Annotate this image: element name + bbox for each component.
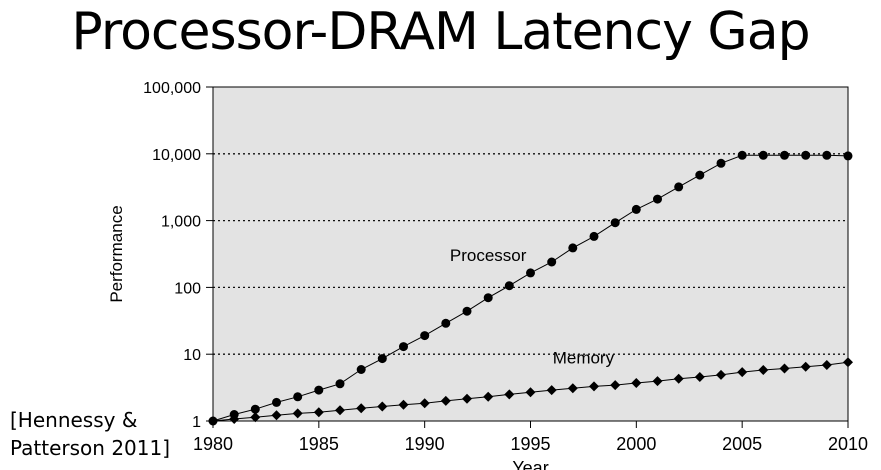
memory-point — [673, 373, 684, 384]
citation-line-1: [Hennessy & — [10, 408, 138, 432]
plot-frame — [212, 86, 849, 422]
x-tick-label: 1995 — [510, 434, 550, 454]
memory-point — [589, 381, 599, 392]
processor-point — [441, 318, 451, 328]
memory-point — [398, 399, 409, 410]
processor-point — [462, 306, 472, 316]
processor-point — [780, 150, 789, 160]
processor-point — [695, 170, 705, 180]
processor-point — [716, 158, 726, 168]
x-tick-label: 1980 — [193, 434, 233, 454]
processor-point — [758, 150, 768, 160]
processor-point — [631, 204, 641, 214]
x-axis-label: Year — [512, 458, 548, 470]
plot-area — [213, 87, 848, 421]
y-tick-label: 10,000 — [152, 147, 201, 164]
memory-point — [546, 385, 557, 396]
citation: [Hennessy & Patterson 2011] — [10, 406, 170, 462]
memory-point — [652, 376, 663, 387]
citation-line-2: Patterson 2011] — [10, 436, 171, 460]
processor-point — [822, 150, 832, 160]
x-tick-label: 2000 — [616, 434, 656, 454]
x-tick-label: 2010 — [828, 434, 868, 454]
processor-point — [399, 342, 408, 352]
memory-point — [631, 378, 642, 388]
memory-point — [483, 391, 494, 402]
processor-point — [526, 268, 535, 278]
processor-point — [293, 392, 303, 402]
memory-point — [313, 407, 324, 418]
memory-point — [716, 369, 726, 380]
memory-point — [525, 387, 536, 398]
memory-point — [610, 380, 621, 391]
processor-point — [653, 194, 662, 204]
memory-point — [292, 408, 303, 419]
memory-point — [462, 393, 472, 404]
processor-point — [674, 182, 684, 192]
memory-point — [694, 372, 705, 382]
processor-point — [420, 331, 430, 341]
memory-point — [377, 401, 388, 412]
y-axis-label: Performance — [107, 205, 126, 302]
memory-point — [356, 403, 367, 414]
processor-point — [272, 397, 281, 407]
processor-point — [377, 354, 387, 364]
processor-point — [610, 218, 620, 228]
processor-series-label: Processor — [450, 246, 527, 265]
processor-point — [589, 231, 599, 241]
memory-point — [271, 410, 282, 421]
x-tick-label: 1990 — [405, 434, 445, 454]
processor-point — [335, 379, 345, 389]
memory-point — [567, 383, 578, 394]
grid-lines — [213, 153, 848, 355]
memory-point — [419, 398, 430, 409]
processor-point — [314, 385, 324, 395]
processor-point — [250, 404, 260, 414]
memory-point — [821, 360, 832, 370]
memory-point — [229, 414, 240, 424]
y-tick-label: 100,000 — [143, 80, 201, 97]
memory-point — [779, 363, 790, 374]
processor-point — [568, 243, 578, 253]
memory-point — [758, 365, 769, 375]
y-tick-label: 100 — [174, 280, 201, 297]
memory-point — [843, 357, 853, 368]
processor-point — [547, 257, 557, 267]
labels: 1 10 100 1,000 10,000 100,000 1980 1985 1990 1995… — [107, 80, 868, 470]
processor-point — [843, 151, 853, 161]
processor-point — [737, 150, 747, 160]
memory-point — [250, 412, 261, 423]
memory-point — [335, 405, 345, 416]
memory-point — [737, 367, 748, 378]
y-tick-label: 10 — [183, 347, 201, 364]
memory-series-label: Memory — [553, 348, 615, 367]
memory-point — [504, 389, 515, 400]
data-series — [208, 150, 853, 426]
y-tick-label: 1 — [192, 414, 201, 431]
processor-point — [504, 281, 514, 291]
processor-point — [356, 365, 366, 374]
processor-point — [483, 293, 493, 303]
y-tick-label: 1,000 — [161, 214, 201, 231]
x-tick-label: 2005 — [722, 434, 762, 454]
x-tick-label: 1985 — [299, 434, 339, 454]
processor-point — [801, 150, 811, 160]
memory-point — [440, 395, 451, 406]
chart-title: Processor-DRAM Latency Gap — [71, 2, 810, 62]
memory-point — [800, 361, 811, 372]
memory-point — [208, 416, 218, 426]
